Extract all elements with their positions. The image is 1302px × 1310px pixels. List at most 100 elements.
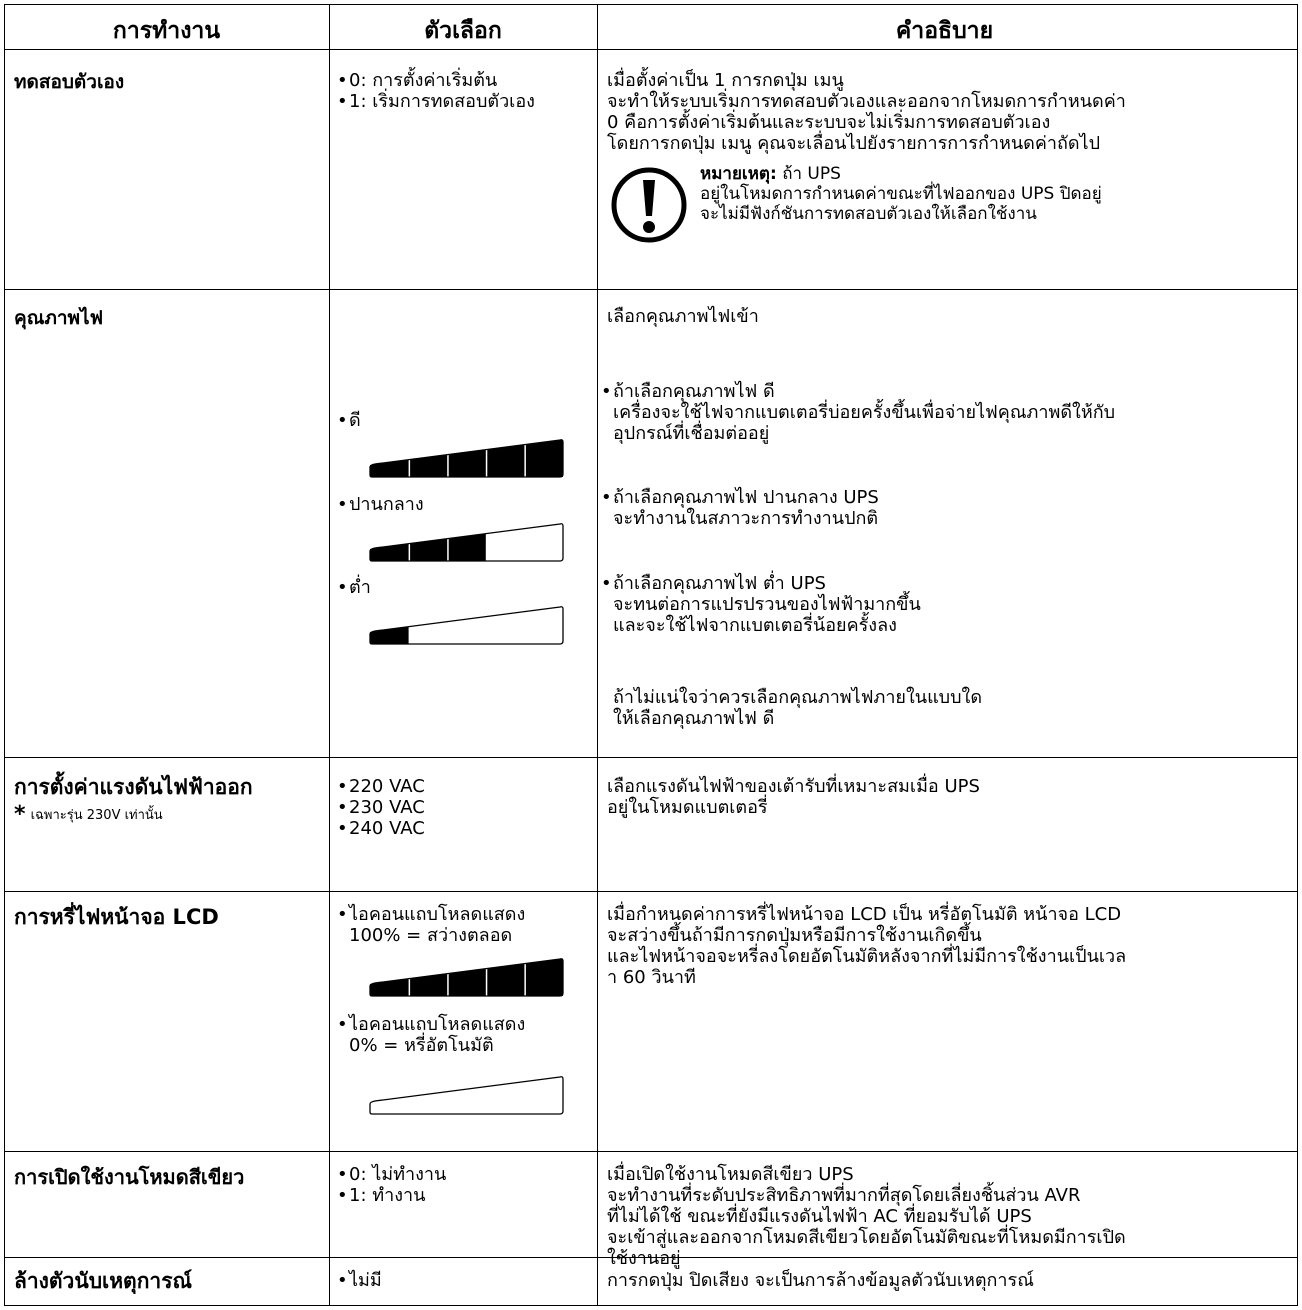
table-row-output-voltage: การตั้งค่าแรงดันไฟฟ้าออก * เฉพาะรุ่น 230… bbox=[4, 757, 1298, 892]
description-line: อยู่ในโหมดแบตเตอรี่ bbox=[607, 797, 768, 818]
load-bar-segment bbox=[487, 445, 525, 477]
description-line: ถ้าไม่แน่ใจว่าควรเลือกคุณภาพไฟภายในแบบใด bbox=[613, 687, 983, 708]
load-bar-segment bbox=[370, 627, 409, 644]
options-cell: ไม่มี bbox=[329, 1258, 597, 1305]
table-row-green-mode: การเปิดใช้งานโหมดสีเขียว 0: ไม่ทำงาน 1: … bbox=[4, 1151, 1298, 1269]
header-operation: การทำงาน bbox=[112, 18, 221, 44]
model-note: * เฉพาะรุ่น 230V เท่านั้น bbox=[14, 802, 319, 827]
description-line: เมื่อตั้งค่าเป็น 1 การกดปุ่ม เมนู bbox=[607, 70, 844, 91]
option-item: ไม่มี bbox=[337, 1270, 597, 1291]
description-line: 0 คือการตั้งค่าเริ่มต้นและระบบจะไม่เริ่ม… bbox=[607, 112, 1051, 133]
option-item: ปานกลาง bbox=[337, 494, 424, 515]
description-cell: เมื่อตั้งค่าเป็น 1 การกดปุ่ม เมนู จะทำให… bbox=[597, 50, 1298, 290]
description-line: ให้เลือกคุณภาพไฟ ดี bbox=[613, 708, 775, 729]
description-line: เมื่อกำหนดค่าการหรี่ไฟหน้าจอ LCD เป็น หร… bbox=[607, 904, 1122, 925]
operation-label: การเปิดใช้งานโหมดสีเขียว bbox=[14, 1165, 245, 1189]
options-cell: 220 VAC 230 VAC 240 VAC bbox=[329, 758, 597, 892]
description-line: และไฟหน้าจอจะหรี่ลงโดยอัตโนมัติหลังจากที… bbox=[607, 946, 1127, 967]
description-footer: ถ้าไม่แน่ใจว่าควรเลือกคุณภาพไฟภายในแบบใด… bbox=[613, 687, 982, 729]
description-cell: เมื่อเปิดใช้งานโหมดสีเขียว UPS จะทำงานที… bbox=[597, 1152, 1298, 1269]
description-cell: การกดปุ่ม ปิดเสียง จะเป็นการล้างข้อมูลตั… bbox=[597, 1258, 1298, 1305]
option-item: ต่ำ bbox=[337, 577, 371, 598]
table-row-power-quality: คุณภาพไฟ ดี ปานกลาง ต่ำ เลือกคุณภาพไฟเข้… bbox=[4, 289, 1298, 758]
option-item: 230 VAC bbox=[337, 797, 597, 818]
load-bar-segment bbox=[370, 544, 409, 561]
note-line: จะไม่มีฟังก์ชันการทดสอบตัวเองให้เลือกใช้… bbox=[700, 204, 1037, 224]
operation-label: ทดสอบตัวเอง bbox=[14, 71, 125, 93]
load-bar-segment bbox=[525, 959, 563, 996]
description-line: และจะใช้ไฟจากแบตเตอรี่น้อยครั้งลง bbox=[613, 615, 897, 636]
load-bar-icon bbox=[367, 1074, 567, 1121]
option-line: ไอคอนแถบโหลดแสดง bbox=[337, 1014, 525, 1035]
note-line: อยู่ในโหมดการกำหนดค่าขณะที่ไฟออกของ UPS … bbox=[700, 184, 1102, 204]
option-item: ไอคอนแถบโหลดแสดง 100% = สว่างตลอด bbox=[337, 904, 525, 946]
option-item: 0: ไม่ทำงาน bbox=[337, 1164, 597, 1185]
load-bar-segment bbox=[448, 534, 486, 561]
description-line: ถ้าเลือกคุณภาพไฟ ต่ำ UPS bbox=[601, 573, 921, 594]
note-text: หมายเหตุ: ถ้า UPS อยู่ในโหมดการกำหนดค่าข… bbox=[700, 164, 1102, 224]
table-header-row: การทำงาน ตัวเลือก คำอธิบาย bbox=[4, 4, 1298, 50]
load-bar-segment bbox=[525, 440, 563, 477]
options-cell: ดี ปานกลาง ต่ำ bbox=[329, 290, 597, 758]
table-divider-2 bbox=[597, 4, 598, 1305]
load-bar-segment bbox=[410, 974, 448, 996]
description-line: ถ้าเลือกคุณภาพไฟ ดี bbox=[601, 381, 1115, 402]
load-bar-segment bbox=[448, 969, 486, 996]
note-box: หมายเหตุ: ถ้า UPS อยู่ในโหมดการกำหนดค่าข… bbox=[607, 164, 1292, 254]
load-bar-icon bbox=[367, 604, 567, 651]
description-item: ถ้าเลือกคุณภาพไฟ ดี เครื่องจะใช้ไฟจากแบต… bbox=[601, 381, 1115, 444]
load-bar-segment bbox=[410, 455, 448, 477]
operation-label: การหรี่ไฟหน้าจอ LCD bbox=[14, 905, 219, 929]
load-bar-segment bbox=[370, 979, 409, 996]
header-options: ตัวเลือก bbox=[424, 18, 502, 44]
option-line: 100% = สว่างตลอด bbox=[349, 925, 513, 946]
table-row-self-test: ทดสอบตัวเอง 0: การตั้งค่าเริ่มต้น 1: เริ… bbox=[4, 49, 1298, 290]
load-bar-icon bbox=[367, 956, 567, 1003]
description-intro: เลือกคุณภาพไฟเข้า bbox=[607, 306, 759, 327]
table-row-lcd-dimming: การหรี่ไฟหน้าจอ LCD ไอคอนแถบโหลดแสดง 100… bbox=[4, 891, 1298, 1152]
table-row-event-counter: ล้างตัวนับเหตุการณ์ ไม่มี การกดปุ่ม ปิดเ… bbox=[4, 1257, 1298, 1306]
operation-label: ล้างตัวนับเหตุการณ์ bbox=[14, 1269, 192, 1293]
options-cell: ไอคอนแถบโหลดแสดง 100% = สว่างตลอด ไอคอนแ… bbox=[329, 892, 597, 1152]
description-line: เมื่อเปิดใช้งานโหมดสีเขียว UPS bbox=[607, 1164, 854, 1185]
load-bar-icon bbox=[367, 437, 567, 484]
option-item: ดี bbox=[337, 410, 361, 431]
option-item: 220 VAC bbox=[337, 776, 597, 797]
description-item: ถ้าเลือกคุณภาพไฟ ปานกลาง UPS จะทำงานในสภ… bbox=[601, 487, 879, 529]
description-line: จะทนต่อการแปรปรวนของไฟฟ้ามากขึ้น bbox=[613, 594, 921, 615]
description-line: ใช้งานอยู่ bbox=[607, 1248, 681, 1269]
description-line: จะทำงานในสภาวะการทำงานปกติ bbox=[613, 508, 879, 529]
table-border-left bbox=[4, 4, 5, 1305]
description-line: เลือกแรงดันไฟฟ้าของเต้ารับที่เหมาะสมเมื่… bbox=[607, 776, 980, 797]
exclamation-circle-icon bbox=[610, 166, 688, 249]
operation-label: การตั้งค่าแรงดันไฟฟ้าออก bbox=[14, 775, 253, 799]
description-line: การกดปุ่ม ปิดเสียง จะเป็นการล้างข้อมูลตั… bbox=[607, 1270, 1034, 1291]
option-item: 1: ทำงาน bbox=[337, 1185, 597, 1206]
asterisk: * bbox=[14, 802, 26, 827]
header-description: คำอธิบาย bbox=[895, 18, 994, 44]
description-line: จะทำงานที่ระดับประสิทธิภาพที่มากที่สุดโด… bbox=[607, 1185, 1081, 1206]
table-divider-1 bbox=[329, 4, 330, 1305]
option-item: 1: เริ่มการทดสอบตัวเอง bbox=[337, 91, 597, 112]
description-line: ที่ไม่ได้ใช้ ขณะที่ยังมีแรงดันไฟฟ้า AC ท… bbox=[607, 1206, 1032, 1227]
description-line: จะสว่างขึ้นถ้ามีการกดปุ่มหรือมีการใช้งาน… bbox=[607, 925, 982, 946]
description-line: โดยการกดปุ่ม เมนู คุณจะเลื่อนไปยังรายการ… bbox=[607, 133, 1101, 154]
operation-label: คุณภาพไฟ bbox=[14, 307, 104, 329]
option-item: ไอคอนแถบโหลดแสดง 0% = หรี่อัตโนมัติ bbox=[337, 1014, 525, 1056]
description-line: อุปกรณ์ที่เชื่อมต่ออยู่ bbox=[613, 423, 770, 444]
model-note-text: เฉพาะรุ่น 230V เท่านั้น bbox=[30, 808, 163, 823]
note-label: หมายเหตุ: bbox=[700, 164, 777, 184]
load-bar-segment bbox=[487, 964, 525, 996]
options-cell: 0: การตั้งค่าเริ่มต้น 1: เริ่มการทดสอบตั… bbox=[329, 50, 597, 290]
description-item: ถ้าเลือกคุณภาพไฟ ต่ำ UPS จะทนต่อการแปรปร… bbox=[601, 573, 921, 636]
description-line: จะเข้าสู่และออกจากโหมดสีเขียวโดยอัตโนมัต… bbox=[607, 1227, 1126, 1248]
option-item: 240 VAC bbox=[337, 818, 597, 839]
description-cell: เลือกแรงดันไฟฟ้าของเต้ารับที่เหมาะสมเมื่… bbox=[597, 758, 1298, 892]
load-bar-segment bbox=[370, 460, 409, 477]
load-bar-segment bbox=[448, 450, 486, 477]
description-line: ถ้าเลือกคุณภาพไฟ ปานกลาง UPS bbox=[601, 487, 879, 508]
option-line: 0% = หรี่อัตโนมัติ bbox=[349, 1035, 494, 1056]
load-bar-icon bbox=[367, 521, 567, 568]
load-bar-segment bbox=[410, 539, 448, 561]
description-cell: เมื่อกำหนดค่าการหรี่ไฟหน้าจอ LCD เป็น หร… bbox=[597, 892, 1298, 1152]
